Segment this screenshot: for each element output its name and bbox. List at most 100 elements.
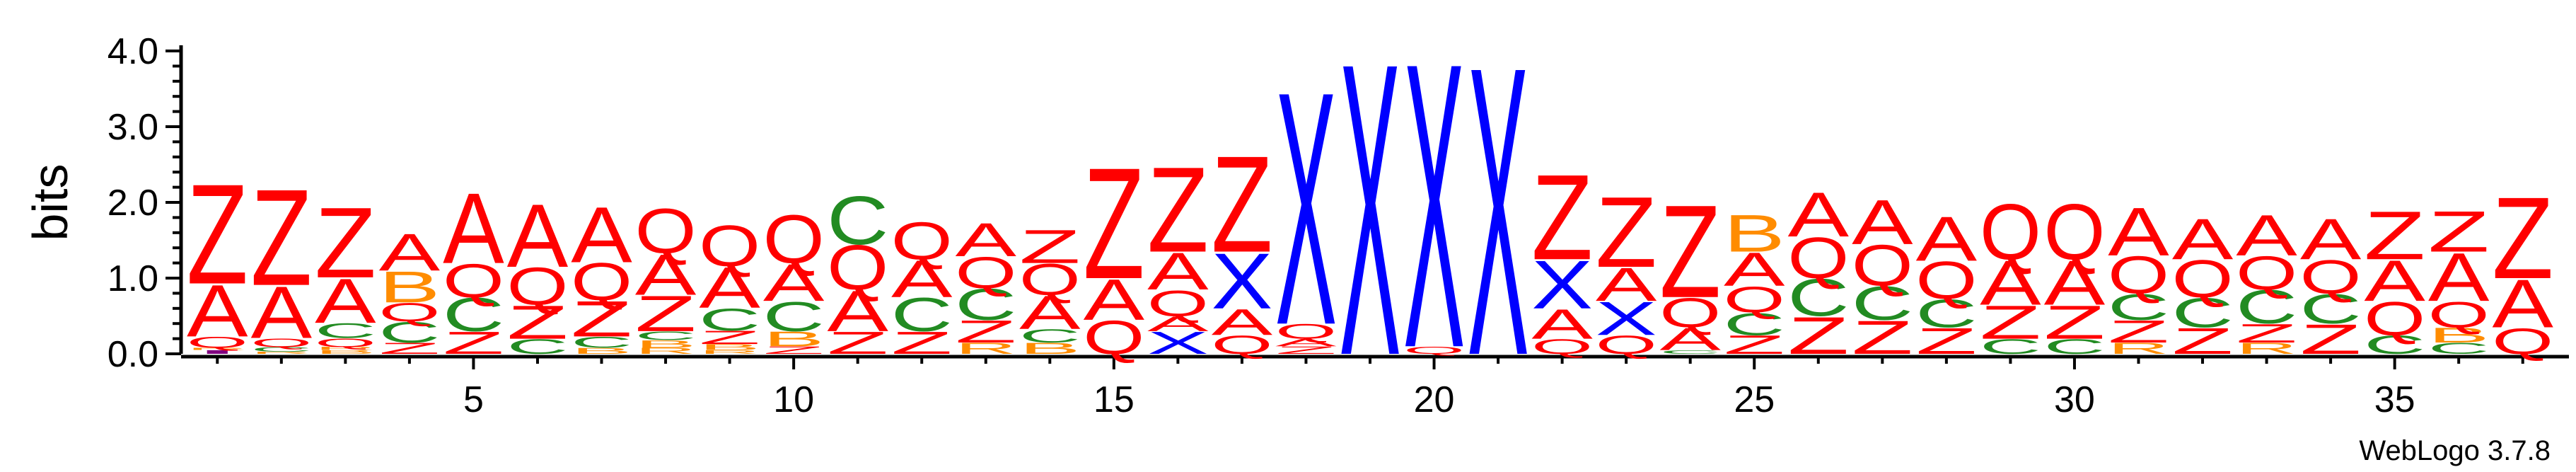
logo-letter-A: A <box>2300 207 2362 272</box>
logo-letter-A: A <box>1724 243 1785 296</box>
logo-letter-A: A <box>2044 247 2106 318</box>
logo-letter-Z: Z <box>507 296 569 350</box>
logo-column-19: X <box>1340 0 1401 443</box>
logo-letter-B: B <box>2428 323 2490 347</box>
logo-letter-C: C <box>378 316 440 349</box>
logo-letter-Q: Q <box>1724 279 1785 320</box>
logo-letter-Q: Q <box>1596 330 1657 359</box>
logo-letter-X: X <box>1468 0 1529 442</box>
logo-letter-B: B <box>315 349 376 355</box>
logo-letter-A: A <box>1275 337 1337 349</box>
logo-letter-B: B <box>571 346 632 355</box>
logo-letter-Q: Q <box>443 254 504 307</box>
logo-glyph-stacks: IRQAZRCQAZBRQCAZZCQBAZCQACZQABCZQARBCZAQ… <box>187 0 2554 443</box>
logo-letter-Z: Z <box>891 326 953 361</box>
logo-letter-A: A <box>187 269 248 352</box>
logo-letter-A: A <box>1596 258 1657 311</box>
y-tick-label: 1.0 <box>108 258 158 299</box>
x-tick-label: 35 <box>2374 379 2415 420</box>
x-tick-label: 15 <box>1093 379 1135 420</box>
logo-letter-I: I <box>187 349 248 355</box>
x-tick-label: 25 <box>1734 379 1775 420</box>
logo-letter-Z: Z <box>2236 319 2297 349</box>
logo-letter-A: A <box>507 186 569 286</box>
logo-letter-C: C <box>443 288 504 341</box>
logo-letter-Q: Q <box>955 248 1016 298</box>
logo-letter-R: R <box>250 351 312 355</box>
logo-letter-Q: Q <box>635 196 697 267</box>
logo-letter-A: A <box>379 223 441 282</box>
logo-letter-R: R <box>955 340 1016 357</box>
logo-letter-A: A <box>1019 286 1081 339</box>
logo-letter-C: C <box>699 302 760 338</box>
logo-letter-A: A <box>2172 207 2234 272</box>
logo-letter-Q: Q <box>2043 188 2105 276</box>
logo-letter-Q: Q <box>1659 289 1721 337</box>
logo-letter-A: A <box>1147 312 1209 335</box>
logo-letter-Z: Z <box>1147 142 1209 278</box>
logo-letter-Z: Z <box>1019 220 1081 274</box>
y-tick-label: 4.0 <box>108 31 158 72</box>
logo-letter-Q: Q <box>1980 188 2041 276</box>
logo-letter-C: C <box>2043 335 2105 358</box>
logo-letter-Z: Z <box>635 285 697 342</box>
logo-letter-B: B <box>763 327 825 351</box>
logo-letter-Q: Q <box>2300 251 2362 304</box>
logo-letter-A: A <box>827 279 888 344</box>
logo-letter-C: C <box>1019 326 1081 347</box>
logo-letter-A: A <box>1980 247 2041 318</box>
logo-letter-A: A <box>2236 203 2297 268</box>
logo-letter-Q: Q <box>250 335 312 350</box>
logo-letter-C: C <box>1852 277 1913 330</box>
x-tick-label: 5 <box>463 379 484 420</box>
logo-letter-Q: Q <box>2428 294 2490 335</box>
logo-letter-Z: Z <box>1083 134 1144 312</box>
logo-letter-B: B <box>699 343 760 352</box>
x-tick-label: 20 <box>1414 379 1455 420</box>
y-axis-label: bits <box>23 164 78 241</box>
logo-letter-Q: Q <box>1019 255 1081 304</box>
x-axis: 5 10 15 20 25 30 35 <box>181 355 2569 420</box>
logo-letter-Q: Q <box>1852 233 1913 298</box>
logo-letter-A: A <box>251 271 313 354</box>
logo-letter-Q: Q <box>2364 292 2425 345</box>
logo-letter-Q: Q <box>507 258 569 316</box>
x-tick-label: 10 <box>773 379 814 420</box>
logo-letter-C: C <box>507 335 569 358</box>
logo-letter-Q: Q <box>1275 320 1337 343</box>
y-axis: 0.0 1.0 2.0 3.0 4.0 <box>108 31 183 375</box>
logo-letter-B: B <box>1724 204 1785 263</box>
logo-letter-A: A <box>955 213 1016 266</box>
logo-letter-C: C <box>571 333 632 351</box>
logo-letter-A: A <box>1147 242 1209 301</box>
logo-letter-A: A <box>1084 267 1145 333</box>
logo-letter-Q: Q <box>763 201 825 278</box>
logo-letter-X: X <box>1275 23 1337 395</box>
logo-letter-Q: Q <box>1211 330 1272 359</box>
logo-letter-A: A <box>1852 187 1913 258</box>
logo-letter-C: C <box>1915 291 1977 335</box>
logo-letter-C: C <box>2428 340 2490 357</box>
logo-letter-Z: Z <box>2492 173 2553 303</box>
logo-letter-C: C <box>635 329 697 343</box>
logo-letter-X: X <box>1340 0 1401 443</box>
